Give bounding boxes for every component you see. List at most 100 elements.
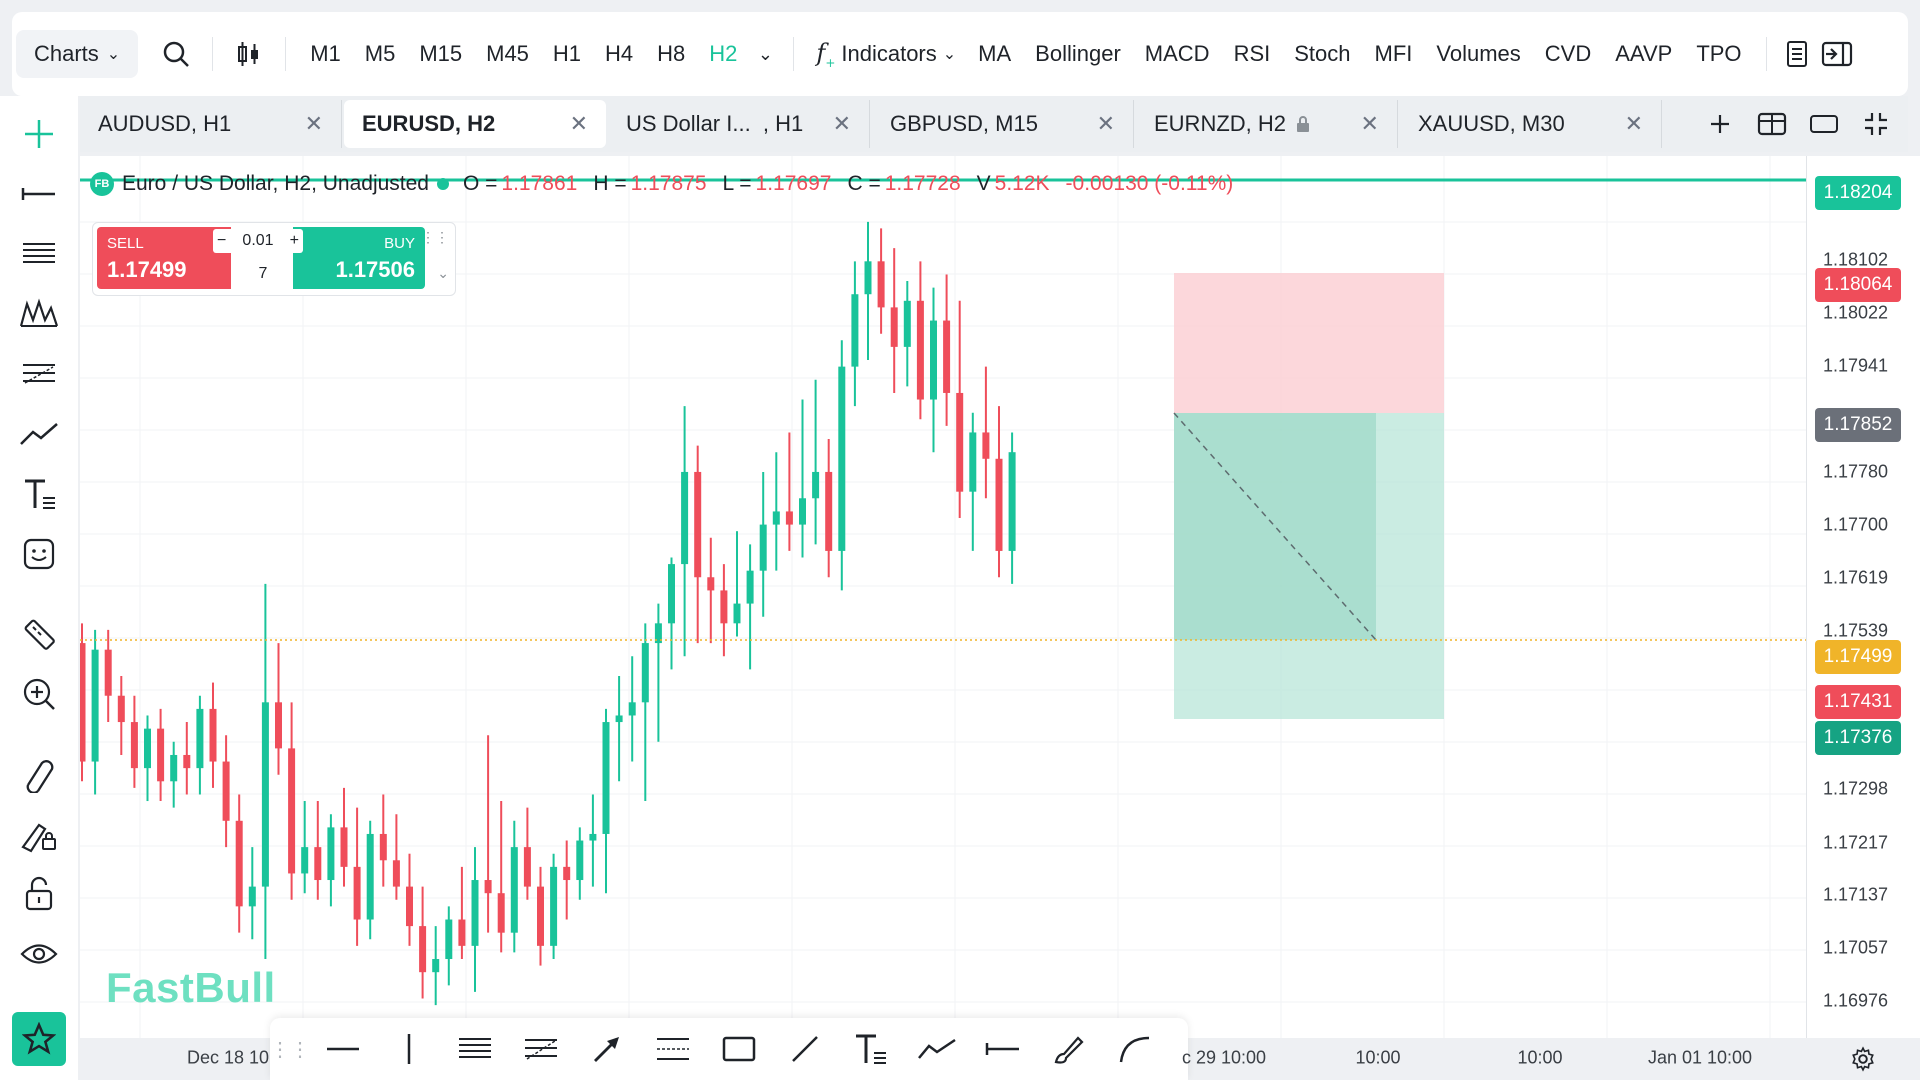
polyline-icon[interactable]	[904, 1025, 970, 1073]
indicator-macd[interactable]: MACD	[1144, 41, 1210, 66]
indicators-button[interactable]: f+ Indicators ⌄	[806, 39, 966, 70]
vertical-line-icon[interactable]	[376, 1025, 442, 1073]
eye-visibility-icon[interactable]	[15, 930, 63, 978]
candle-up	[261, 702, 269, 887]
symbol-title[interactable]: Euro / US Dollar, H2, Unadjusted	[122, 172, 429, 195]
fullscreen-frame-icon[interactable]	[1798, 100, 1850, 148]
add-tab-icon[interactable]	[1694, 100, 1746, 148]
magnet-icon[interactable]	[15, 750, 63, 798]
horizontal-line-icon[interactable]	[310, 1025, 376, 1073]
unlock-icon[interactable]	[15, 870, 63, 918]
horizontal-ray-icon[interactable]	[15, 170, 63, 218]
timeframe-h1[interactable]: H1	[552, 41, 582, 66]
candle-down	[484, 880, 492, 894]
layout-icon[interactable]	[1746, 100, 1798, 148]
brush-icon[interactable]	[1036, 1025, 1102, 1073]
close-tab-icon[interactable]: ✕	[832, 111, 851, 136]
trend-line-icon[interactable]	[15, 410, 63, 458]
candle-up	[589, 833, 597, 841]
candle-up	[654, 623, 662, 644]
indicator-tpo[interactable]: TPO	[1696, 41, 1742, 66]
timeframe-h2[interactable]: H2	[709, 41, 738, 66]
timeframe-m15[interactable]: M15	[419, 41, 463, 66]
price-badge[interactable]: 1.17431	[1815, 684, 1901, 719]
regression-channel-icon[interactable]	[640, 1025, 706, 1073]
collapse-panel-icon[interactable]	[1815, 30, 1859, 78]
price-badge[interactable]: 1.18064	[1815, 268, 1901, 302]
indicator-mfi[interactable]: MFI	[1374, 41, 1413, 66]
close-tab-icon[interactable]: ✕	[1624, 111, 1643, 136]
settings-gear-icon[interactable]	[1846, 1042, 1880, 1076]
minus-icon[interactable]: −	[217, 232, 227, 249]
arrow-icon[interactable]	[574, 1025, 640, 1073]
minimize-icon[interactable]	[1850, 100, 1902, 148]
close-tab-icon[interactable]: ✕	[569, 111, 588, 136]
indicator-stoch[interactable]: Stoch	[1294, 41, 1351, 66]
object-tree-icon[interactable]	[1779, 30, 1815, 78]
drag-handle-icon[interactable]: ⋮⋮	[421, 229, 449, 245]
chart-tab[interactable]: AUDUSD, H1 ✕	[80, 100, 342, 148]
price-badge[interactable]: 1.17499	[1815, 639, 1901, 674]
toolbar-divider	[793, 37, 795, 71]
chart-tab[interactable]: EURUSD, H2 ✕	[344, 100, 606, 148]
brush-lock-icon[interactable]	[15, 810, 63, 858]
indicator-aavp[interactable]: AAVP	[1615, 41, 1673, 66]
candle-down	[995, 458, 1003, 551]
arc-icon[interactable]	[1102, 1025, 1168, 1073]
channel-icon[interactable]	[442, 1025, 508, 1073]
ruler-icon[interactable]	[15, 610, 63, 658]
quantity-value[interactable]: 0.01	[242, 232, 274, 249]
indicator-bollinger[interactable]: Bollinger	[1035, 41, 1121, 66]
text-tool-icon[interactable]	[15, 470, 63, 518]
candlestick-chart[interactable]	[78, 156, 1806, 1038]
chart-tab[interactable]: XAUUSD, M30 ✕	[1400, 100, 1662, 148]
chart-tab[interactable]: EURNZD, H2 ✕	[1136, 100, 1398, 148]
rectangle-icon[interactable]	[706, 1025, 772, 1073]
quantity-stepper[interactable]: − 0.01 +	[213, 229, 303, 253]
line-segment-icon[interactable]	[772, 1025, 838, 1073]
favorites-star-icon[interactable]	[12, 1012, 66, 1066]
pattern-icon[interactable]	[15, 290, 63, 338]
charts-menu-button[interactable]: Charts ⌄	[16, 30, 139, 78]
ray-icon[interactable]	[970, 1025, 1036, 1073]
zoom-in-icon[interactable]	[15, 670, 63, 718]
crosshair-icon[interactable]	[15, 110, 63, 158]
indicator-rsi[interactable]: RSI	[1233, 41, 1271, 66]
function-icon: f+	[816, 38, 836, 70]
indicator-ma[interactable]: MA	[978, 41, 1012, 66]
price-axis[interactable]: 1.18102 1.18022 1.17941 1.17780 1.17700 1.176…	[1806, 156, 1920, 1038]
chart-canvas[interactable]	[78, 156, 1806, 1038]
buy-button[interactable]: BUY 1.17506	[293, 227, 425, 289]
price-badge[interactable]: 1.17852	[1815, 407, 1901, 442]
timeframe-m5[interactable]: M5	[364, 41, 396, 66]
timeframe-m45[interactable]: M45	[486, 41, 529, 66]
indicator-volumes[interactable]: Volumes	[1436, 41, 1521, 66]
candle-up	[471, 880, 479, 946]
timeframe-h4[interactable]: H4	[605, 41, 634, 66]
text-tool-icon[interactable]	[838, 1025, 904, 1073]
emoji-sticker-icon[interactable]	[15, 530, 63, 578]
price-badge[interactable]: 1.17376	[1815, 720, 1901, 755]
sell-button[interactable]: SELL 1.17499	[97, 227, 231, 289]
timeframe-m1[interactable]: M1	[310, 41, 341, 66]
chevron-down-icon[interactable]: ⌄	[437, 265, 449, 281]
chart-tab[interactable]: GBPUSD, M15 ✕	[872, 100, 1134, 148]
close-tab-icon[interactable]: ✕	[304, 111, 323, 136]
parallel-channel-icon[interactable]	[15, 230, 63, 278]
close-tab-icon[interactable]: ✕	[1096, 111, 1115, 136]
close-tab-icon[interactable]: ✕	[1360, 111, 1379, 136]
fib-icon[interactable]	[508, 1025, 574, 1073]
chart-legend: FB Euro / US Dollar, H2, Unadjusted O = 1…	[90, 172, 1249, 196]
plus-icon[interactable]: +	[289, 232, 299, 249]
indicator-cvd[interactable]: CVD	[1544, 41, 1592, 66]
chart-tab[interactable]: US Dollar I... , H1 ✕	[608, 100, 870, 148]
price-badge[interactable]: 1.18204	[1815, 175, 1901, 210]
fib-retracement-icon[interactable]	[15, 350, 63, 398]
candle-type-icon[interactable]	[225, 30, 273, 78]
candle-up	[432, 959, 440, 973]
search-icon[interactable]	[152, 30, 200, 78]
timeframe-h8[interactable]: H8	[657, 41, 686, 66]
drag-handle-icon[interactable]: ⋮⋮	[270, 1038, 310, 1061]
timeframe-more-icon[interactable]: ⌄	[757, 43, 773, 64]
high-key: H =	[593, 172, 627, 195]
